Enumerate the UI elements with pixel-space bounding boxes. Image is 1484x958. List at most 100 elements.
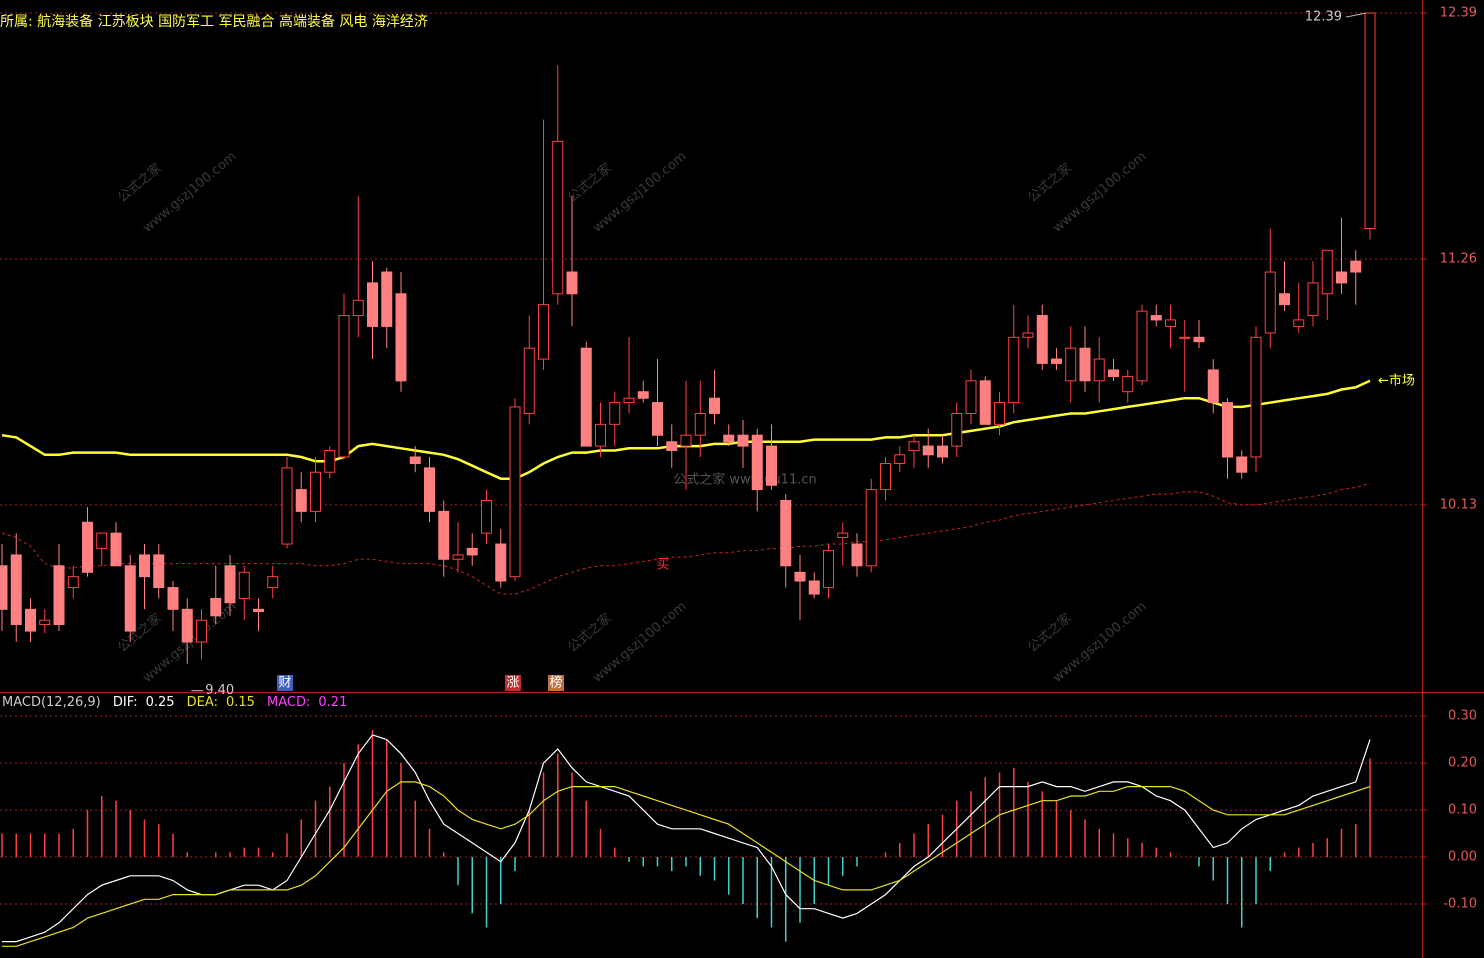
candle-body [951, 412, 963, 447]
candle-body [1079, 347, 1091, 382]
candle-body [53, 565, 65, 626]
candle-body [181, 608, 193, 643]
candle-body [438, 510, 450, 560]
y-tick-label: 10.13 [1440, 497, 1477, 512]
watermark: 公式之家 [115, 610, 165, 656]
candle-body [481, 500, 492, 534]
macd-line [2, 781, 1371, 947]
candle-body [680, 434, 692, 447]
candle-body [709, 397, 720, 414]
legend-key: MACD [267, 695, 310, 710]
candle-body [1051, 358, 1062, 364]
marker: 财 [278, 676, 291, 691]
marker-box [277, 675, 293, 691]
candle-body [352, 299, 364, 317]
candle-body [894, 454, 906, 465]
candle-body [10, 554, 22, 626]
y-tick-label: 0.10 [1448, 803, 1477, 818]
candle-body [595, 423, 606, 447]
candle-body [267, 576, 279, 589]
y-tick-label: 12.39 [1440, 6, 1477, 21]
candle-body [1193, 336, 1205, 343]
candle-body [25, 608, 36, 632]
max-label: 12.39 [1305, 10, 1342, 25]
sector-header: 所属: 航海装备 江苏板块 国防军工 军民融合 高端装备 风电 海洋经济 [0, 14, 428, 30]
candle-body [1279, 293, 1290, 306]
candle-body [751, 434, 763, 491]
candle-body [637, 391, 649, 399]
candle-body [1293, 319, 1305, 327]
candle-body [367, 282, 378, 327]
candle-body [652, 402, 663, 436]
candle-body [737, 434, 749, 447]
candle-body [623, 397, 635, 404]
candle-body [381, 271, 393, 327]
candle-body [139, 554, 150, 578]
candle-body [210, 597, 222, 617]
candle-body [281, 467, 293, 545]
candle-body [338, 315, 350, 458]
legend-key: DEA [187, 695, 218, 710]
band-line [1, 482, 1371, 595]
candle-body [324, 449, 336, 473]
candle-body [1036, 315, 1048, 364]
legend-key: DIF [113, 695, 138, 710]
max-arrow [1345, 12, 1367, 18]
min-label: 9.40 [205, 683, 234, 698]
candle-body [694, 412, 706, 436]
candle-body [0, 565, 8, 610]
candle-body [766, 445, 777, 486]
candle-body [39, 619, 51, 626]
candle-body [994, 402, 1005, 425]
candle-body [124, 565, 136, 632]
candle-body [922, 445, 934, 456]
candle-body [1321, 249, 1333, 295]
candle-body [82, 521, 93, 573]
candle-body [1236, 456, 1248, 473]
watermark: 公式之家 [565, 610, 615, 656]
candle-body [424, 467, 435, 512]
candle-body [523, 347, 535, 414]
candle-body [1350, 260, 1362, 273]
marker-box [548, 675, 564, 691]
macd-legend: MACD(12,26,9) DIF 0.25 DEA 0.15 MACD 0.21 [2, 695, 355, 713]
y-tick-label: 11.26 [1440, 251, 1477, 266]
candle-body [1108, 369, 1119, 377]
candle-body [110, 532, 122, 567]
candle-body [1179, 336, 1191, 339]
candle-body [495, 543, 507, 582]
candle-body [1008, 336, 1020, 404]
candle-body [965, 380, 977, 414]
candle-body [552, 140, 564, 295]
candle-body [1222, 402, 1233, 458]
candle-body [409, 456, 421, 465]
legend-title: MACD(12,26,9) [2, 695, 101, 710]
candle-body [794, 571, 806, 582]
candle-body [666, 441, 678, 451]
candle-body [808, 580, 820, 595]
candle-body [1207, 369, 1219, 404]
candle-body [908, 441, 920, 451]
candle-body [224, 565, 236, 604]
candle-body [96, 532, 108, 549]
candle-body [609, 402, 621, 425]
candle-body [310, 471, 321, 512]
watermark: 公式之家 www.uu11.cn [673, 472, 817, 488]
candle-body [452, 554, 464, 560]
candle-body [1250, 336, 1262, 458]
candle-body [153, 554, 165, 589]
legend-value: 0.21 [318, 695, 348, 710]
candle-body [167, 587, 179, 610]
candle-body [1150, 315, 1162, 321]
candle-body [196, 619, 207, 643]
watermark: 公式之家 [1025, 610, 1075, 656]
candle-body [1022, 332, 1034, 338]
y-tick-label: 0.00 [1448, 850, 1477, 865]
marker: 买 [656, 558, 669, 573]
candle-body [395, 293, 407, 382]
watermark: 公式之家 [1025, 160, 1075, 206]
candle-body [865, 489, 877, 567]
candle-body [979, 380, 991, 425]
